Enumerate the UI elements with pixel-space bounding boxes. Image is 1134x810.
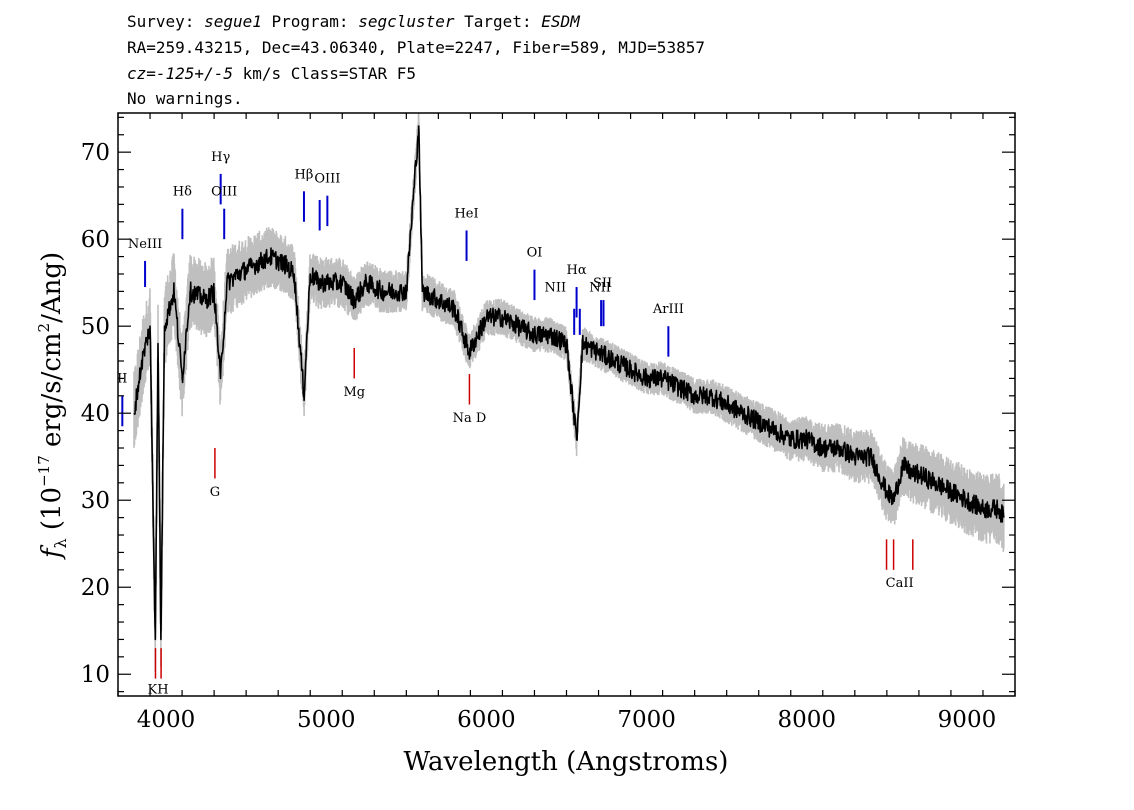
emission-line-label: HeI	[454, 206, 478, 221]
plot-frame	[117, 112, 1016, 697]
y-tick-label: 10	[81, 662, 110, 688]
x-tick-label: 5000	[297, 707, 356, 733]
absorption-line-label: KH	[148, 682, 169, 697]
emission-line-label: SII	[593, 276, 612, 291]
header-line-1: Survey: segue1 Program: segcluster Targe…	[127, 12, 581, 31]
absorption-line-label: G	[210, 485, 220, 500]
emission-line-label: NII	[544, 280, 566, 295]
y-tick-label: 50	[81, 314, 110, 340]
error-band-layer	[133, 113, 1005, 672]
x-axis-title: Wavelength (Angstroms)	[404, 747, 729, 777]
emission-line-label: Hβ	[295, 167, 314, 182]
target-name: ESDM	[541, 12, 581, 31]
header-line-2: RA=259.43215, Dec=43.06340, Plate=2247, …	[127, 38, 705, 57]
emission-line-label: NII	[589, 280, 611, 295]
x-tick-label: 9000	[938, 707, 997, 733]
redshift-value: cz=-125+/-5	[127, 64, 233, 83]
x-tick-label: 6000	[457, 707, 516, 733]
absorption-line-label: CaII	[886, 576, 914, 591]
x-tick-label: 4000	[137, 707, 196, 733]
y-tick-label: 30	[81, 488, 110, 514]
y-tick-label: 60	[81, 227, 110, 253]
emission-line-label: Hδ	[173, 185, 192, 200]
x-tick-label: 8000	[777, 707, 836, 733]
header-line-4: No warnings.	[127, 89, 243, 108]
emission-line-label: OI	[527, 246, 543, 261]
emission-line-label: II	[117, 372, 127, 387]
program-name: segcluster	[358, 12, 455, 31]
emission-line-label: Hγ	[211, 150, 230, 165]
ticks-layer: 4000 5000 6000 7000 8000 9000 10 20 30 40 50 60 70	[81, 113, 1016, 733]
x-tick-label: 7000	[617, 707, 676, 733]
y-tick-label: 40	[81, 401, 110, 427]
survey-name: segue1	[204, 12, 262, 31]
y-axis-title: fλ (10−17 erg/s/cm2/Ang)	[35, 252, 70, 560]
y-tick-label: 20	[81, 575, 110, 601]
y-tick-label: 70	[81, 140, 110, 166]
emission-line-label: OIII	[314, 172, 340, 187]
header-line-3: cz=-125+/-5 km/s Class=STAR F5	[127, 64, 416, 83]
spectral-lines-layer	[121, 173, 914, 679]
error-band	[133, 113, 1005, 672]
emission-line-label: OIII	[211, 185, 237, 200]
flux-layer	[133, 125, 1005, 641]
absorption-line-label: Na D	[453, 411, 487, 426]
emission-line-label: NeIII	[128, 237, 162, 252]
absorption-line-label: Mg	[343, 385, 365, 400]
flux-line	[133, 125, 1005, 641]
emission-line-label: Hα	[567, 263, 587, 278]
emission-line-label: ArIII	[652, 302, 684, 317]
